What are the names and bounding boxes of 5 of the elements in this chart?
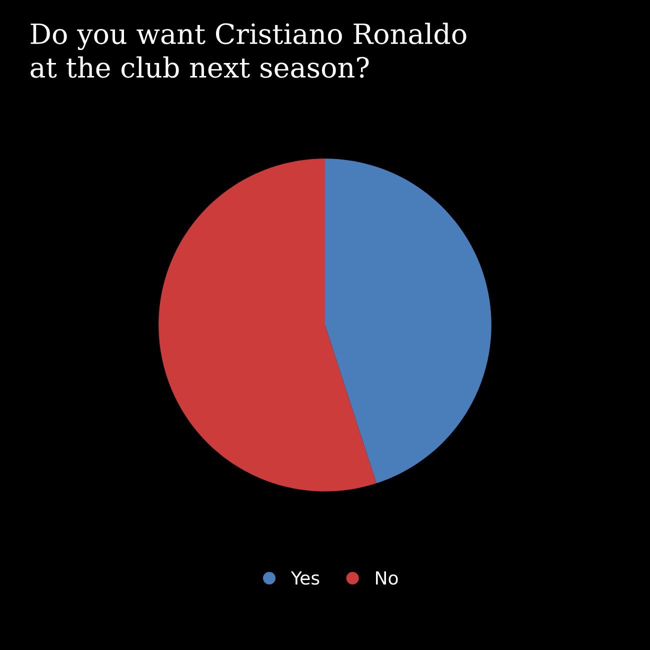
pie-slice: [325, 158, 492, 484]
pie-slice: [158, 158, 376, 492]
legend-label: Yes: [290, 571, 320, 585]
chart-title: Do you want Cristiano Ronaldo at the club next season?: [30, 22, 466, 78]
legend-label: No: [376, 571, 398, 585]
